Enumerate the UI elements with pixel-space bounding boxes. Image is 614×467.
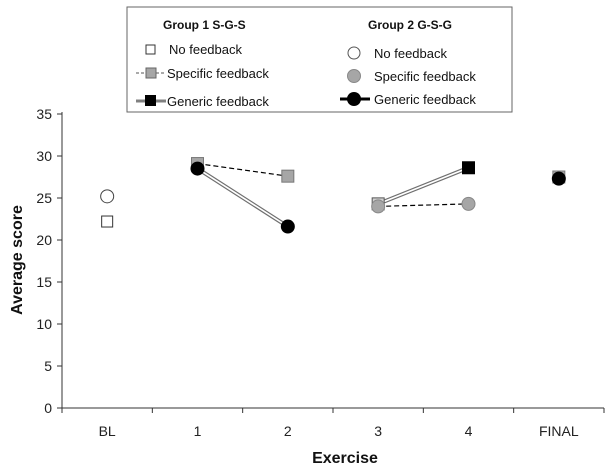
x-ticks: BL 1 2 3 4 FINAL xyxy=(61,408,605,439)
point-g2-generic-final xyxy=(551,171,566,186)
x-tick-label: 1 xyxy=(194,423,202,439)
y-tick-label: 5 xyxy=(44,358,52,374)
connector-inner xyxy=(197,167,289,228)
x-axis-title: Exercise xyxy=(312,450,378,467)
legend-g1-no-feedback-label: No feedback xyxy=(169,42,242,57)
legend-g2-specific-label: Specific feedback xyxy=(374,69,476,84)
legend-g2-no-feedback-marker xyxy=(347,46,361,60)
data-points xyxy=(100,157,566,234)
legend-g2-specific-marker xyxy=(347,69,361,83)
legend-g1-specific-marker xyxy=(145,67,157,79)
y-tick-label: 15 xyxy=(36,274,52,290)
legend-g1-specific-label: Specific feedback xyxy=(167,66,269,81)
y-tick-label: 0 xyxy=(44,400,52,416)
x-tick-label: BL xyxy=(99,423,116,439)
legend-g2-generic-label: Generic feedback xyxy=(374,92,476,107)
point-g2-specific-ex3 xyxy=(371,199,386,214)
connector-g1-ex3-ex4-double xyxy=(377,165,470,206)
connector-g2-ex3-ex4-dashed xyxy=(378,203,469,207)
legend-g1-generic-label: Generic feedback xyxy=(167,94,269,109)
legend-g1-generic-marker xyxy=(145,95,156,106)
legend-frame xyxy=(126,6,513,113)
legend-g1-no-feedback-marker xyxy=(145,44,156,55)
legend-group2-title: Group 2 G-S-G xyxy=(368,18,452,32)
y-tick-label: 10 xyxy=(36,316,52,332)
y-axis-title: Average score xyxy=(9,205,26,315)
y-tick-label: 35 xyxy=(36,106,52,122)
y-tick-label: 30 xyxy=(36,148,52,164)
y-tick-label: 20 xyxy=(36,232,52,248)
legend-g2-no-feedback-label: No feedback xyxy=(374,46,447,61)
x-tick-label: 2 xyxy=(284,423,292,439)
connectors xyxy=(196,162,470,229)
point-g2-no-feedback-bl xyxy=(100,189,115,204)
point-g1-no-feedback-bl xyxy=(101,215,114,228)
point-g2-generic-ex1 xyxy=(190,161,205,176)
y-ticks: 0 5 10 15 20 25 30 35 xyxy=(36,106,62,416)
point-g1-generic-ex4 xyxy=(462,161,475,175)
legend-group1-title: Group 1 S-G-S xyxy=(163,18,246,32)
y-tick-label: 25 xyxy=(36,190,52,206)
x-tick-label: 4 xyxy=(465,423,473,439)
legend: Group 1 S-G-S Group 2 G-S-G No feedback … xyxy=(126,6,513,113)
x-tick-label: FINAL xyxy=(539,423,579,439)
connector-inner xyxy=(377,167,469,205)
connector-g1-ex1-ex2-dashed xyxy=(197,162,288,177)
connector-g2-ex1-ex2-double xyxy=(196,166,289,229)
point-g2-specific-ex4 xyxy=(461,196,476,211)
x-tick-label: 3 xyxy=(374,423,382,439)
legend-g2-generic-marker xyxy=(347,92,361,106)
point-g2-generic-ex2 xyxy=(280,219,295,234)
point-g1-specific-ex2 xyxy=(281,169,295,183)
